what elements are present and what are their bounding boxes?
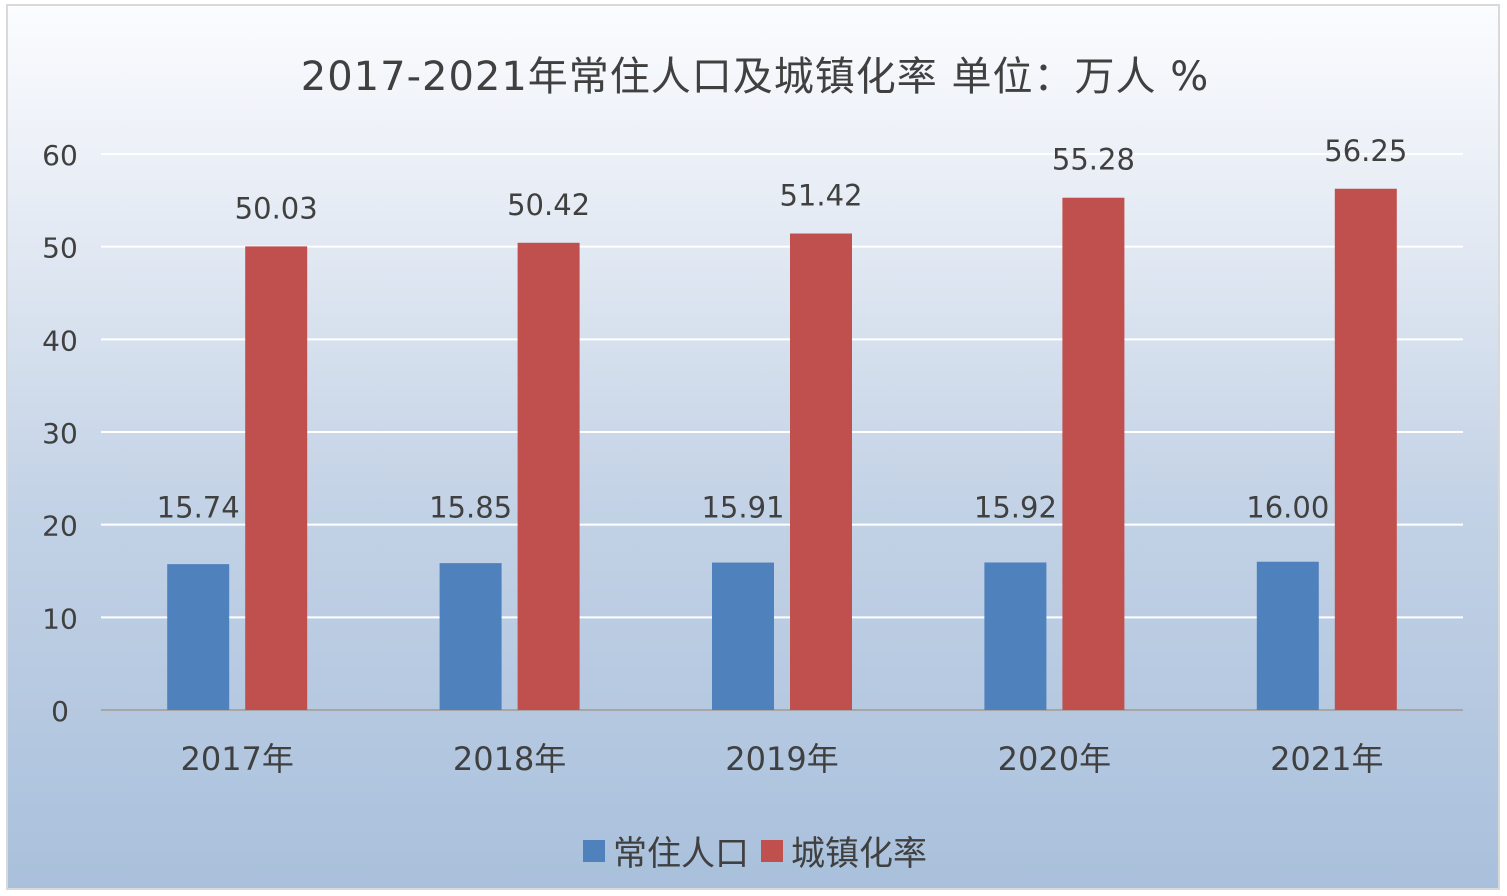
y-tick-label: 40 <box>42 324 78 357</box>
y-tick-label: 60 <box>42 139 78 172</box>
legend: 常住人口 城镇化率 <box>8 826 1502 875</box>
legend-label-urbanization: 城镇化率 <box>791 834 927 874</box>
data-label-urbanization-1: 50.42 <box>507 188 590 222</box>
x-axis-ticks: 2017年 2018年 2019年 2020年 2021年 <box>180 740 1383 778</box>
legend-item-population[interactable]: 常住人口 <box>583 826 749 875</box>
legend-swatch-population <box>583 839 605 862</box>
data-label-population-3: 15.92 <box>974 491 1057 525</box>
legend-swatch-urbanization <box>761 839 783 862</box>
x-tick-label: 2019年 <box>725 740 838 778</box>
data-label-urbanization-4: 56.25 <box>1324 134 1407 168</box>
data-label-urbanization-3: 55.28 <box>1052 143 1135 177</box>
y-tick-label: 30 <box>42 417 78 450</box>
data-label-population-0: 15.74 <box>157 491 240 525</box>
bar-population-2[interactable] <box>712 562 774 710</box>
x-tick-label: 2018年 <box>453 740 566 778</box>
bar-population-3[interactable] <box>984 562 1047 710</box>
gridlines <box>101 153 1463 711</box>
x-tick-label: 2020年 <box>998 740 1111 778</box>
y-tick-label: 50 <box>42 232 78 265</box>
plot-area: 0 10 20 30 40 50 60 15.74 50.03 15.85 50.42 15.91 5… <box>42 134 1463 778</box>
data-label-urbanization-0: 50.03 <box>235 191 318 225</box>
bar-urbanization-4[interactable] <box>1334 188 1397 710</box>
y-tick-label: 0 <box>51 695 69 728</box>
bar-population-4[interactable] <box>1256 561 1319 710</box>
x-tick-label: 2017年 <box>180 740 293 778</box>
data-label-urbanization-2: 51.42 <box>779 179 862 213</box>
data-labels: 15.74 50.03 15.85 50.42 15.91 51.42 15.92 55.28… <box>157 134 1408 525</box>
x-tick-label: 2021年 <box>1270 740 1383 778</box>
bar-urbanization-2[interactable] <box>790 233 852 710</box>
data-label-population-1: 15.85 <box>429 491 512 525</box>
bars <box>167 188 1397 711</box>
bar-urbanization-1[interactable] <box>517 242 580 711</box>
legend-label-population: 常住人口 <box>613 834 749 874</box>
bar-population-0[interactable] <box>167 564 230 710</box>
bar-urbanization-3[interactable] <box>1062 197 1125 711</box>
bar-urbanization-0[interactable] <box>245 246 308 710</box>
legend-item-urbanization[interactable]: 城镇化率 <box>761 826 927 875</box>
bar-population-1[interactable] <box>439 563 502 710</box>
y-tick-label: 10 <box>42 602 78 635</box>
y-axis-ticks: 0 10 20 30 40 50 60 <box>42 139 78 728</box>
y-tick-label: 20 <box>42 510 78 543</box>
chart-frame: 2017-2021年常住人口及城镇化率 单位：万人 % 0 10 20 30 40 50 6… <box>6 4 1500 890</box>
data-label-population-2: 15.91 <box>701 491 784 525</box>
chart-title: 2017-2021年常住人口及城镇化率 单位：万人 % <box>300 54 1210 100</box>
data-label-population-4: 16.00 <box>1246 491 1329 525</box>
